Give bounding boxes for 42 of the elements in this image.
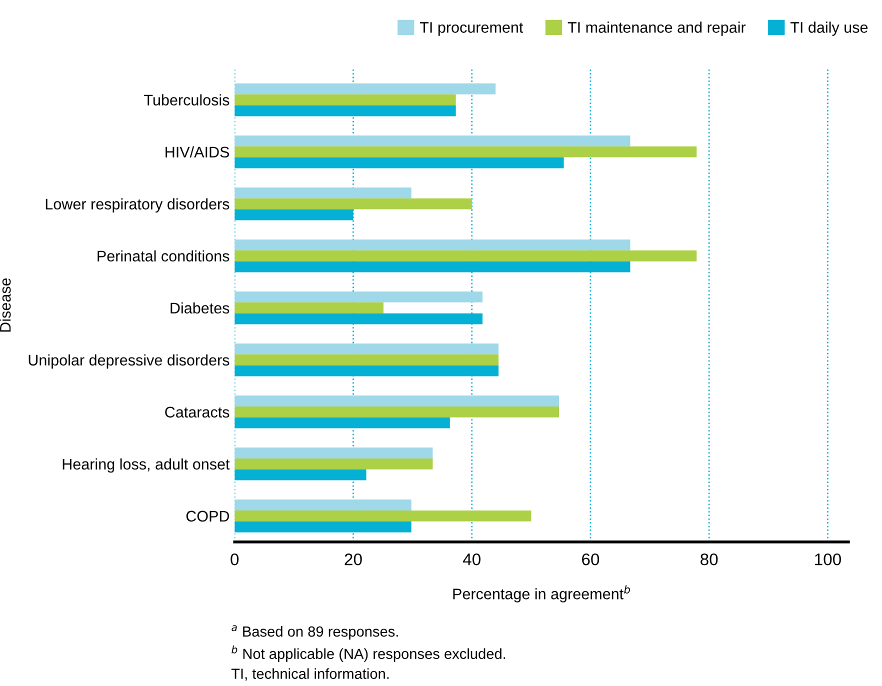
bar — [234, 83, 496, 94]
bar — [234, 365, 499, 376]
x-tick-label: 80 — [700, 553, 718, 566]
x-tick-label: 20 — [344, 553, 362, 566]
y-tick-label: Hearing loss, adult onset — [62, 458, 230, 473]
y-tick-label: Tuberculosis — [144, 94, 230, 106]
bar — [234, 239, 630, 250]
bar — [234, 500, 412, 510]
y-tick-label: Unipolar depressive disorders — [28, 354, 230, 369]
bar — [234, 135, 630, 146]
x-axis-title: Percentage in agreement$^{b}$ — [453, 585, 630, 602]
bar — [234, 354, 499, 366]
y-tick-label: Lower respiratory disorders — [46, 198, 230, 213]
text: $^{b}$ Not applicable (NA) responses excluded. — [232, 646, 506, 662]
text: $^{a}$ Based on 89 responses. — [232, 625, 398, 640]
x-tick-label: 0 — [230, 553, 239, 566]
legend-label: TI maintenance and repair — [568, 22, 746, 36]
legend-label: TI daily use — [790, 22, 868, 36]
bar — [234, 187, 412, 198]
bar — [234, 458, 433, 470]
bar — [234, 94, 456, 106]
bar — [234, 146, 697, 158]
y-tick-label: Perinatal conditions — [98, 250, 230, 262]
bar — [234, 406, 560, 418]
y-tick-label: Cataracts — [165, 406, 230, 418]
text: TI, technical information. — [231, 668, 389, 681]
bar — [234, 448, 433, 458]
bar — [234, 291, 483, 302]
y-axis-title: Disease — [0, 278, 11, 332]
y-tick-label: HIV/AIDS — [166, 146, 230, 158]
y-tick-label: COPD — [186, 510, 230, 522]
x-tick-label: 60 — [582, 553, 600, 566]
y-tick-label: Diabetes — [170, 302, 230, 314]
legend-label: TI procurement — [420, 22, 524, 36]
bar — [234, 396, 560, 406]
x-tick-label: 40 — [462, 553, 480, 566]
x-tick-label: 100 — [815, 553, 841, 566]
bar — [234, 198, 472, 210]
bar — [234, 302, 384, 314]
bar — [234, 344, 499, 354]
bar — [234, 510, 532, 522]
bar — [234, 250, 697, 262]
